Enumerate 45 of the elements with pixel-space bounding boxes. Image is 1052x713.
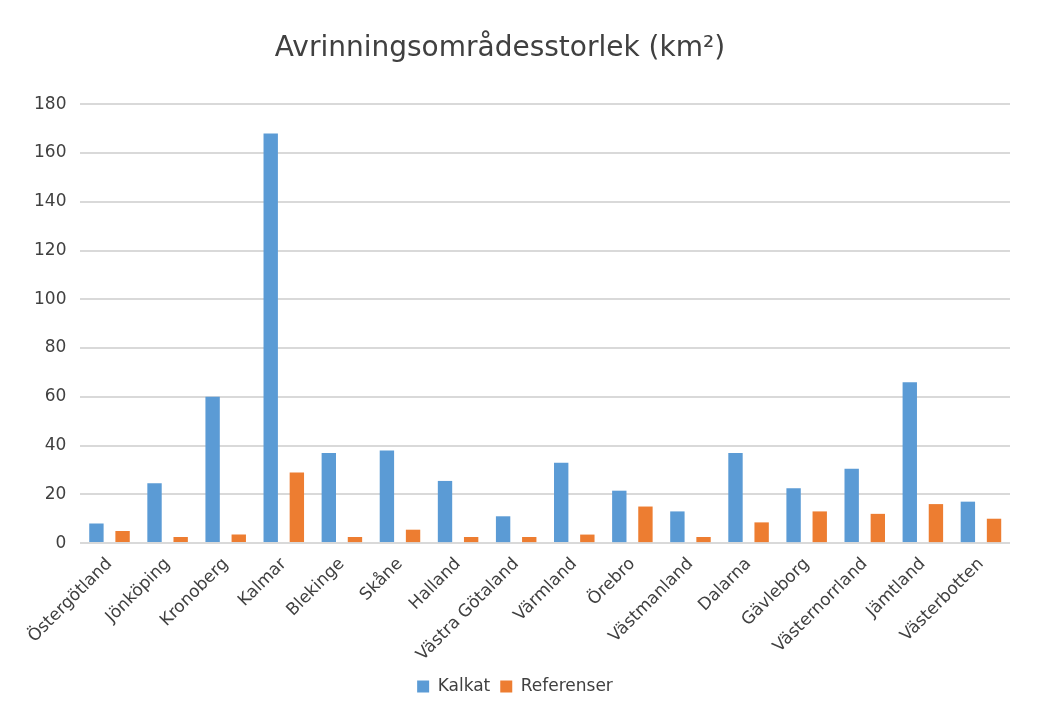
bar — [115, 530, 130, 543]
legend-label: Kalkat — [437, 674, 491, 695]
bar — [754, 522, 769, 543]
bar — [173, 537, 188, 543]
bar — [844, 468, 859, 543]
bar — [928, 504, 944, 543]
bar — [379, 450, 395, 543]
bar — [902, 382, 917, 543]
bar — [554, 462, 569, 543]
y-tick-label: 20 — [44, 482, 67, 503]
y-tick-label: 40 — [44, 434, 67, 454]
bar — [612, 490, 627, 543]
bar — [263, 133, 278, 543]
bar — [728, 452, 743, 543]
bar — [205, 396, 220, 543]
bar — [786, 488, 801, 543]
bar — [321, 452, 336, 543]
y-tick-label: 80 — [44, 336, 67, 357]
bar — [463, 537, 479, 543]
bar — [147, 483, 162, 543]
bar — [347, 537, 363, 543]
bar — [870, 513, 886, 543]
bar — [986, 518, 1002, 543]
bar — [812, 511, 827, 543]
bar — [638, 506, 653, 543]
bar — [495, 516, 511, 543]
bar — [89, 523, 104, 543]
y-tick-label: 100 — [33, 287, 67, 308]
y-tick-label: 120 — [33, 238, 67, 259]
y-tick-label: 160 — [33, 141, 67, 162]
chart-title: Avrinningsområdesstorlek (km²) — [273, 30, 727, 63]
legend-label: Referenser — [520, 674, 613, 695]
bar — [405, 529, 421, 543]
bar — [670, 511, 685, 543]
y-tick-label: 180 — [33, 92, 67, 113]
bar — [231, 534, 246, 543]
bar — [580, 534, 595, 543]
bar — [960, 501, 976, 543]
y-tick-label: 60 — [44, 385, 67, 406]
bar — [289, 472, 305, 543]
bar — [437, 480, 453, 543]
bar — [522, 537, 537, 543]
bar — [696, 537, 711, 543]
y-tick-label: 140 — [33, 190, 67, 211]
y-tick-label: 0 — [55, 531, 67, 552]
